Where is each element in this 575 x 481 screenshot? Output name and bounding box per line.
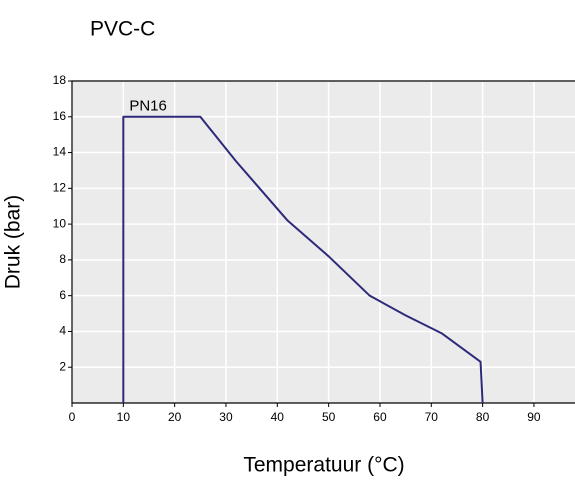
x-tick-label: 40 <box>271 410 285 424</box>
data-line <box>122 115 484 404</box>
x-tick-label: 70 <box>425 410 439 424</box>
y-tick-label: 2 <box>59 359 66 373</box>
y-tick-label: 10 <box>53 216 67 230</box>
annotation: PN16 <box>129 98 167 115</box>
x-tick-label: 90 <box>527 410 541 424</box>
chart-title: PVC-C <box>90 18 155 41</box>
y-tick-label: 4 <box>59 324 66 338</box>
y-tick-label: 6 <box>59 288 66 302</box>
x-tick-label: 60 <box>373 410 387 424</box>
y-tick-label: 16 <box>53 109 67 123</box>
plot-background <box>72 81 575 403</box>
y-tick-label: 12 <box>53 181 67 195</box>
y-tick-label: 8 <box>59 252 66 266</box>
x-tick-label: 80 <box>476 410 490 424</box>
y-tick-label: 14 <box>53 145 67 159</box>
x-tick-label: 0 <box>69 410 76 424</box>
axis-frame <box>71 80 575 404</box>
x-axis-label: Temperatuur (°C) <box>243 454 404 477</box>
x-tick-label: 50 <box>322 410 336 424</box>
x-tick-label: 20 <box>168 410 182 424</box>
y-axis-label: Druk (bar) <box>2 195 25 290</box>
x-tick-label: 10 <box>117 410 131 424</box>
x-tick-label: 30 <box>219 410 233 424</box>
y-tick-label: 18 <box>53 73 67 87</box>
